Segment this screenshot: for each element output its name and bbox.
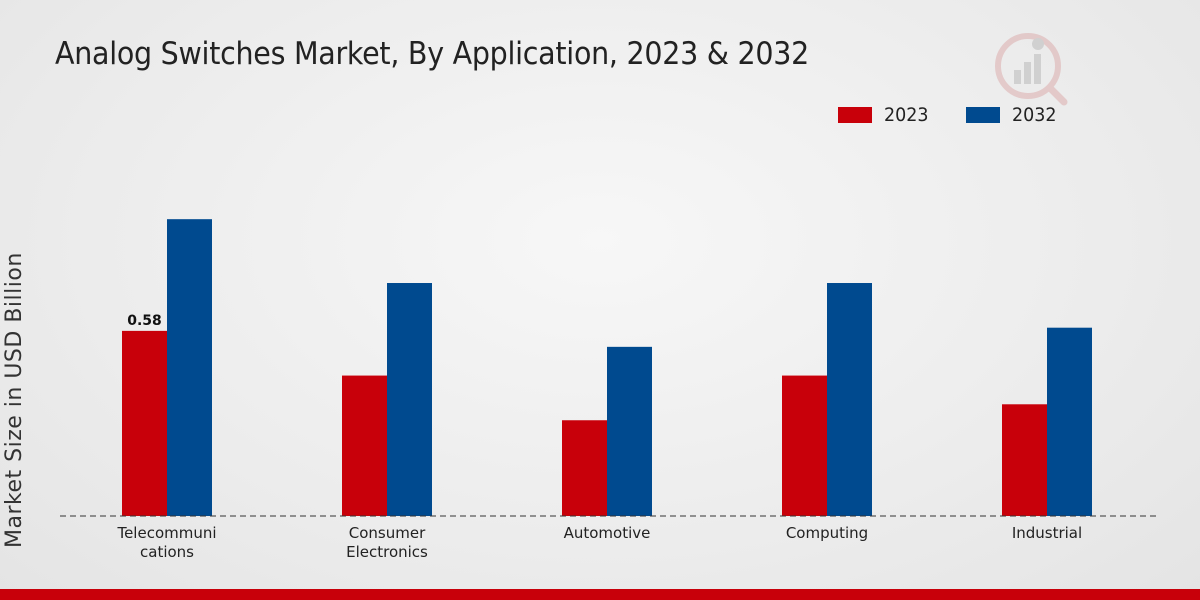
chart-title: Analog Switches Market, By Application, … [55, 36, 809, 72]
bar-2023-0 [122, 330, 167, 516]
legend-label-2032: 2032 [1012, 104, 1057, 126]
x-tick-label-4: Industrial [1012, 524, 1082, 542]
bar-2032-3 [827, 283, 872, 516]
x-tick-label-0: Telecommuni [116, 524, 216, 542]
data-label-0: 0.58 [127, 313, 162, 329]
bar-2023-3 [782, 375, 827, 516]
bar-2023-1 [342, 375, 387, 516]
x-tick-label-0: cations [140, 543, 194, 561]
x-tick-label-1: Electronics [346, 543, 428, 561]
market-research-logo-icon [995, 33, 1068, 106]
bar-2032-1 [387, 283, 432, 516]
bar-2032-2 [607, 346, 652, 516]
bar-2032-4 [1047, 327, 1092, 516]
x-tick-label-3: Computing [786, 524, 868, 542]
x-tick-label-2: Automotive [564, 524, 651, 542]
bottom-accent-bar [0, 589, 1200, 600]
legend-label-2023: 2023 [884, 104, 929, 126]
chart-legend: 2023 2032 [838, 104, 1095, 126]
legend-swatch-2032 [966, 107, 1001, 123]
bar-2032-0 [167, 219, 212, 517]
legend-swatch-2023 [838, 107, 872, 123]
bar-2023-4 [1002, 404, 1047, 516]
bar-2023-2 [562, 420, 607, 516]
legend-item-2023: 2023 [838, 104, 932, 126]
x-tick-label-1: Consumer [349, 524, 426, 542]
legend-item-2032: 2032 [966, 104, 1060, 126]
